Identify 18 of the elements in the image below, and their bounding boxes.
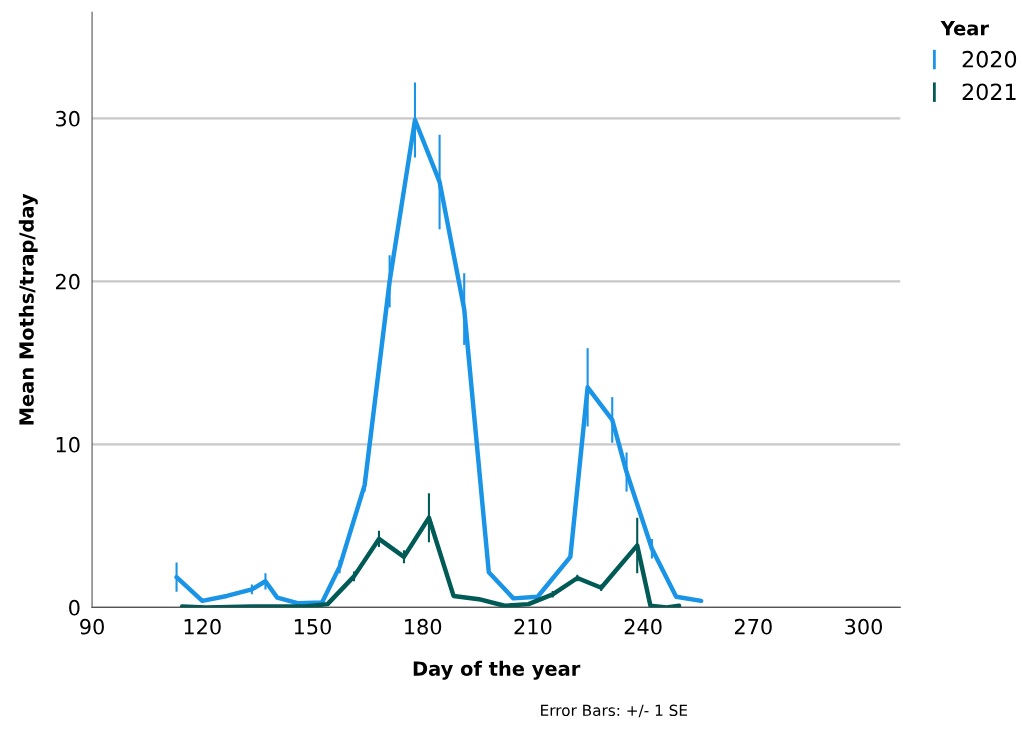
- x-tick-label: 120: [184, 618, 221, 635]
- x-tick-label: 180: [405, 618, 442, 635]
- y-tick-label: 30: [56, 110, 80, 127]
- y-tick-label: 20: [55, 273, 80, 290]
- y-axis-title: Mean Moths/trap/day: [18, 193, 38, 425]
- x-tick-label: 210: [514, 618, 552, 635]
- y-tick-label: 10: [56, 436, 80, 453]
- x-tick-label: 300: [845, 618, 882, 635]
- legend-label: 2020: [962, 50, 1017, 68]
- x-tick-label: 240: [624, 618, 662, 635]
- y-tick-label: 0: [69, 599, 80, 616]
- x-tick-label: 150: [294, 618, 331, 635]
- x-tick-label: 270: [734, 618, 772, 635]
- x-tick-label: 90: [80, 618, 104, 635]
- legend-title: Year: [940, 21, 989, 36]
- text: Error Bars: +/- 1 SE: [541, 704, 688, 718]
- legend-label: 2021: [962, 83, 1016, 101]
- x-axis-title: Day of the year: [413, 660, 581, 680]
